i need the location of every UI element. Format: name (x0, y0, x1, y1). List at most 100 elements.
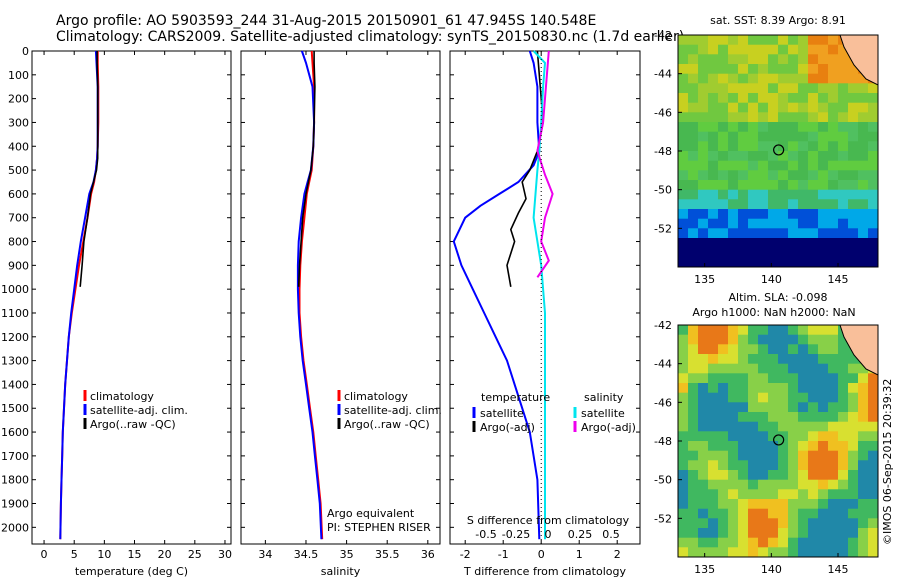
heatmap-cell (708, 528, 719, 539)
map-y-tick-label: -46 (654, 106, 672, 119)
heatmap-cell (788, 131, 799, 142)
heatmap-cell (708, 160, 719, 171)
heatmap-cell (698, 470, 709, 481)
heatmap-cell (848, 499, 859, 510)
heatmap-cell (758, 102, 769, 113)
heatmap-cell (868, 537, 879, 548)
sst-map-heatmap (678, 35, 879, 268)
heatmap-cell (678, 44, 689, 55)
heatmap-cell (698, 189, 709, 200)
heatmap-cell (858, 460, 869, 471)
heatmap-cell (678, 189, 689, 200)
heatmap-cell (708, 354, 719, 365)
heatmap-cell (818, 54, 829, 65)
heatmap-cell (748, 44, 759, 55)
heatmap-cell (808, 450, 819, 461)
heatmap-cell (738, 508, 749, 519)
heatmap-cell (698, 35, 709, 46)
heatmap-cell (698, 508, 709, 519)
heatmap-cell (808, 238, 819, 249)
heatmap-cell (748, 209, 759, 220)
heatmap-cell (838, 160, 849, 171)
x-tick-label: 30 (218, 548, 232, 561)
heatmap-cell (778, 479, 789, 490)
heatmap-cell (718, 180, 729, 191)
heatmap-cell (808, 537, 819, 548)
heatmap-cell (798, 209, 809, 220)
heatmap-cell (818, 35, 829, 46)
heatmap-cell (818, 44, 829, 55)
heatmap-cell (808, 421, 819, 432)
heatmap-cell (798, 35, 809, 46)
heatmap-cell (718, 431, 729, 442)
heatmap-cell (718, 228, 729, 239)
heatmap-cell (868, 151, 879, 162)
heatmap-cell (858, 83, 869, 94)
depth-tick-label: 900 (8, 259, 29, 272)
credit-text: ©IMOS 06-Sep-2015 20:39:32 (881, 378, 894, 545)
heatmap-cell (818, 247, 829, 258)
heatmap-cell (858, 537, 869, 548)
heatmap-cell (838, 170, 849, 181)
heatmap-cell (748, 479, 759, 490)
heatmap-cell (718, 373, 729, 384)
heatmap-cell (828, 392, 839, 403)
heatmap-cell (718, 392, 729, 403)
heatmap-cell (758, 151, 769, 162)
depth-tick-label: 500 (8, 164, 29, 177)
heatmap-cell (758, 228, 769, 239)
heatmap-cell (808, 54, 819, 65)
heatmap-cell (728, 499, 739, 510)
heatmap-cell (768, 160, 779, 171)
heatmap-cell (708, 228, 719, 239)
map-y-tick-label: -48 (654, 145, 672, 158)
heatmap-cell (868, 499, 879, 510)
heatmap-cell (798, 421, 809, 432)
heatmap-cell (738, 54, 749, 65)
heatmap-cell (788, 470, 799, 481)
heatmap-cell (858, 209, 869, 220)
heatmap-cell (788, 228, 799, 239)
heatmap-cell (848, 170, 859, 181)
heatmap-cell (838, 102, 849, 113)
heatmap-cell (688, 470, 699, 481)
heatmap-cell (718, 421, 729, 432)
heatmap-cell (758, 547, 769, 558)
heatmap-cell (698, 325, 709, 336)
heatmap-cell (818, 141, 829, 152)
heatmap-cell (698, 170, 709, 181)
heatmap-cell (698, 344, 709, 355)
heatmap-cell (768, 64, 779, 75)
heatmap-cell (778, 373, 789, 384)
heatmap-cell (848, 257, 859, 268)
depth-tick-label: 1200 (1, 331, 29, 344)
heatmap-cell (848, 508, 859, 519)
heatmap-cell (688, 460, 699, 471)
heatmap-cell (688, 479, 699, 490)
heatmap-cell (788, 421, 799, 432)
heatmap-cell (848, 450, 859, 461)
heatmap-cell (848, 402, 859, 413)
heatmap-cell (838, 499, 849, 510)
heatmap-cell (848, 373, 859, 384)
heatmap-cell (818, 257, 829, 268)
heatmap-cell (768, 421, 779, 432)
heatmap-cell (778, 170, 789, 181)
heatmap-cell (858, 218, 869, 229)
heatmap-cell (788, 218, 799, 229)
heatmap-cell (758, 257, 769, 268)
heatmap-cell (728, 151, 739, 162)
heatmap-cell (738, 547, 749, 558)
heatmap-cell (738, 499, 749, 510)
heatmap-cell (838, 508, 849, 519)
heatmap-cell (678, 450, 689, 461)
depth-tick-label: 200 (8, 93, 29, 106)
heatmap-cell (738, 334, 749, 345)
x-axis-label: temperature (deg C) (75, 565, 188, 578)
heatmap-cell (688, 93, 699, 104)
heatmap-cell (698, 209, 709, 220)
heatmap-cell (798, 73, 809, 84)
heatmap-cell (848, 93, 859, 104)
heatmap-cell (808, 479, 819, 490)
heatmap-cell (718, 209, 729, 220)
